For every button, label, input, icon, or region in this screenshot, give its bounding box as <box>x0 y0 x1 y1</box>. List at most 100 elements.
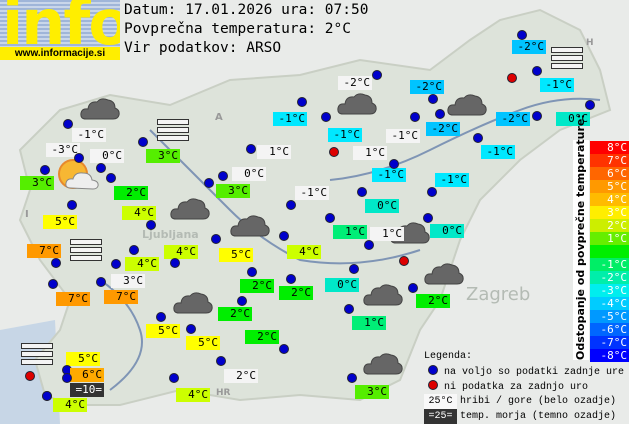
station-dot[interactable] <box>218 171 228 181</box>
station-dot[interactable] <box>247 267 257 277</box>
station-temperature-label[interactable]: 4°C <box>53 398 87 412</box>
station-temperature-label[interactable]: 5°C <box>219 248 253 262</box>
station-dot[interactable] <box>410 112 420 122</box>
station-dot[interactable] <box>286 200 296 210</box>
station-dot[interactable] <box>423 213 433 223</box>
station-dot[interactable] <box>321 112 331 122</box>
station-dot-no-data[interactable] <box>25 371 35 381</box>
station-dot[interactable] <box>48 279 58 289</box>
station-dot[interactable] <box>357 187 367 197</box>
station-temperature-label[interactable]: 5°C <box>146 324 180 338</box>
station-dot[interactable] <box>129 245 139 255</box>
station-temperature-label[interactable]: 5°C <box>43 215 77 229</box>
station-dot[interactable] <box>204 178 214 188</box>
station-dot[interactable] <box>286 274 296 284</box>
station-temperature-label[interactable]: -1°C <box>386 129 420 143</box>
station-temperature-label[interactable]: 1°C <box>352 316 386 330</box>
station-dot[interactable] <box>146 220 156 230</box>
station-dot-no-data[interactable] <box>507 73 517 83</box>
station-temperature-label[interactable]: -1°C <box>295 186 329 200</box>
station-temperature-label[interactable]: 2°C <box>416 294 450 308</box>
station-dot[interactable] <box>62 373 72 383</box>
station-dot[interactable] <box>408 283 418 293</box>
station-temperature-label[interactable]: 2°C <box>245 330 279 344</box>
station-temperature-label[interactable]: 7°C <box>104 290 138 304</box>
station-temperature-label[interactable]: 1°C <box>333 225 367 239</box>
station-temperature-label[interactable]: 0°C <box>430 224 464 238</box>
station-dot[interactable] <box>279 344 289 354</box>
station-temperature-label[interactable]: 4°C <box>125 257 159 271</box>
station-temperature-label[interactable]: -2°C <box>496 112 530 126</box>
station-temperature-label[interactable]: 2°C <box>114 186 148 200</box>
station-dot[interactable] <box>428 94 438 104</box>
station-temperature-label[interactable]: -2°C <box>426 122 460 136</box>
station-temperature-label[interactable]: -3°C <box>46 143 80 157</box>
station-temperature-label[interactable]: 1°C <box>257 145 291 159</box>
station-temperature-label[interactable]: 0°C <box>232 167 266 181</box>
station-dot[interactable] <box>389 159 399 169</box>
station-temperature-label[interactable]: -1°C <box>273 112 307 126</box>
station-temperature-label[interactable]: 3°C <box>146 149 180 163</box>
station-temperature-label[interactable]: 7°C <box>27 244 61 258</box>
station-temperature-label[interactable]: -1°C <box>481 145 515 159</box>
station-temperature-label[interactable]: 3°C <box>216 184 250 198</box>
station-dot[interactable] <box>517 30 527 40</box>
station-temperature-label[interactable]: 1°C <box>370 227 404 241</box>
station-dot[interactable] <box>372 70 382 80</box>
station-dot[interactable] <box>156 312 166 322</box>
station-temperature-label[interactable]: 4°C <box>287 245 321 259</box>
station-temperature-label[interactable]: 0°C <box>90 149 124 163</box>
station-dot[interactable] <box>63 119 73 129</box>
station-dot[interactable] <box>325 213 335 223</box>
station-temperature-label[interactable]: 7°C <box>56 292 90 306</box>
station-temperature-label[interactable]: 5°C <box>66 352 100 366</box>
station-dot[interactable] <box>246 144 256 154</box>
station-dot[interactable] <box>96 277 106 287</box>
station-temperature-label[interactable]: 0°C <box>325 278 359 292</box>
station-temperature-label[interactable]: 4°C <box>122 206 156 220</box>
station-temperature-label[interactable]: -1°C <box>540 78 574 92</box>
station-dot[interactable] <box>349 264 359 274</box>
station-temperature-label[interactable]: -1°C <box>328 128 362 142</box>
station-dot[interactable] <box>40 165 50 175</box>
station-dot[interactable] <box>473 133 483 143</box>
station-dot[interactable] <box>170 258 180 268</box>
station-temperature-label[interactable]: 3°C <box>20 176 54 190</box>
station-temperature-label[interactable]: -1°C <box>72 128 106 142</box>
station-temperature-label[interactable]: 0°C <box>365 199 399 213</box>
station-dot[interactable] <box>216 356 226 366</box>
logo-url[interactable]: www.informacije.si <box>0 47 120 60</box>
station-temperature-label[interactable]: -2°C <box>338 76 372 90</box>
station-dot[interactable] <box>532 66 542 76</box>
station-dot[interactable] <box>532 111 542 121</box>
station-dot[interactable] <box>427 187 437 197</box>
station-temperature-label[interactable]: 0°C <box>556 112 590 126</box>
station-temperature-label[interactable]: 2°C <box>279 286 313 300</box>
station-dot[interactable] <box>237 296 247 306</box>
station-dot[interactable] <box>347 373 357 383</box>
station-temperature-label[interactable]: 4°C <box>164 245 198 259</box>
station-dot[interactable] <box>169 373 179 383</box>
station-dot[interactable] <box>67 200 77 210</box>
station-dot[interactable] <box>297 97 307 107</box>
station-temperature-label[interactable]: 1°C <box>353 146 387 160</box>
station-dot[interactable] <box>74 153 84 163</box>
station-temperature-label[interactable]: 5°C <box>186 336 220 350</box>
station-temperature-label[interactable]: 3°C <box>111 274 145 288</box>
station-dot[interactable] <box>211 234 221 244</box>
station-dot[interactable] <box>279 231 289 241</box>
station-temperature-label[interactable]: 3°C <box>355 385 389 399</box>
station-temperature-label[interactable]: 6°C <box>70 368 104 382</box>
station-temperature-label[interactable]: -2°C <box>512 40 546 54</box>
station-temperature-label[interactable]: -1°C <box>435 173 469 187</box>
station-dot[interactable] <box>364 240 374 250</box>
station-dot[interactable] <box>106 173 116 183</box>
station-dot[interactable] <box>42 391 52 401</box>
station-temperature-label[interactable]: 2°C <box>240 279 274 293</box>
station-temperature-label[interactable]: 2°C <box>218 307 252 321</box>
station-dot[interactable] <box>186 324 196 334</box>
site-logo[interactable]: info www.informacije.si <box>0 0 120 60</box>
station-temperature-label[interactable]: -2°C <box>410 80 444 94</box>
station-dot[interactable] <box>138 137 148 147</box>
station-dot[interactable] <box>344 304 354 314</box>
